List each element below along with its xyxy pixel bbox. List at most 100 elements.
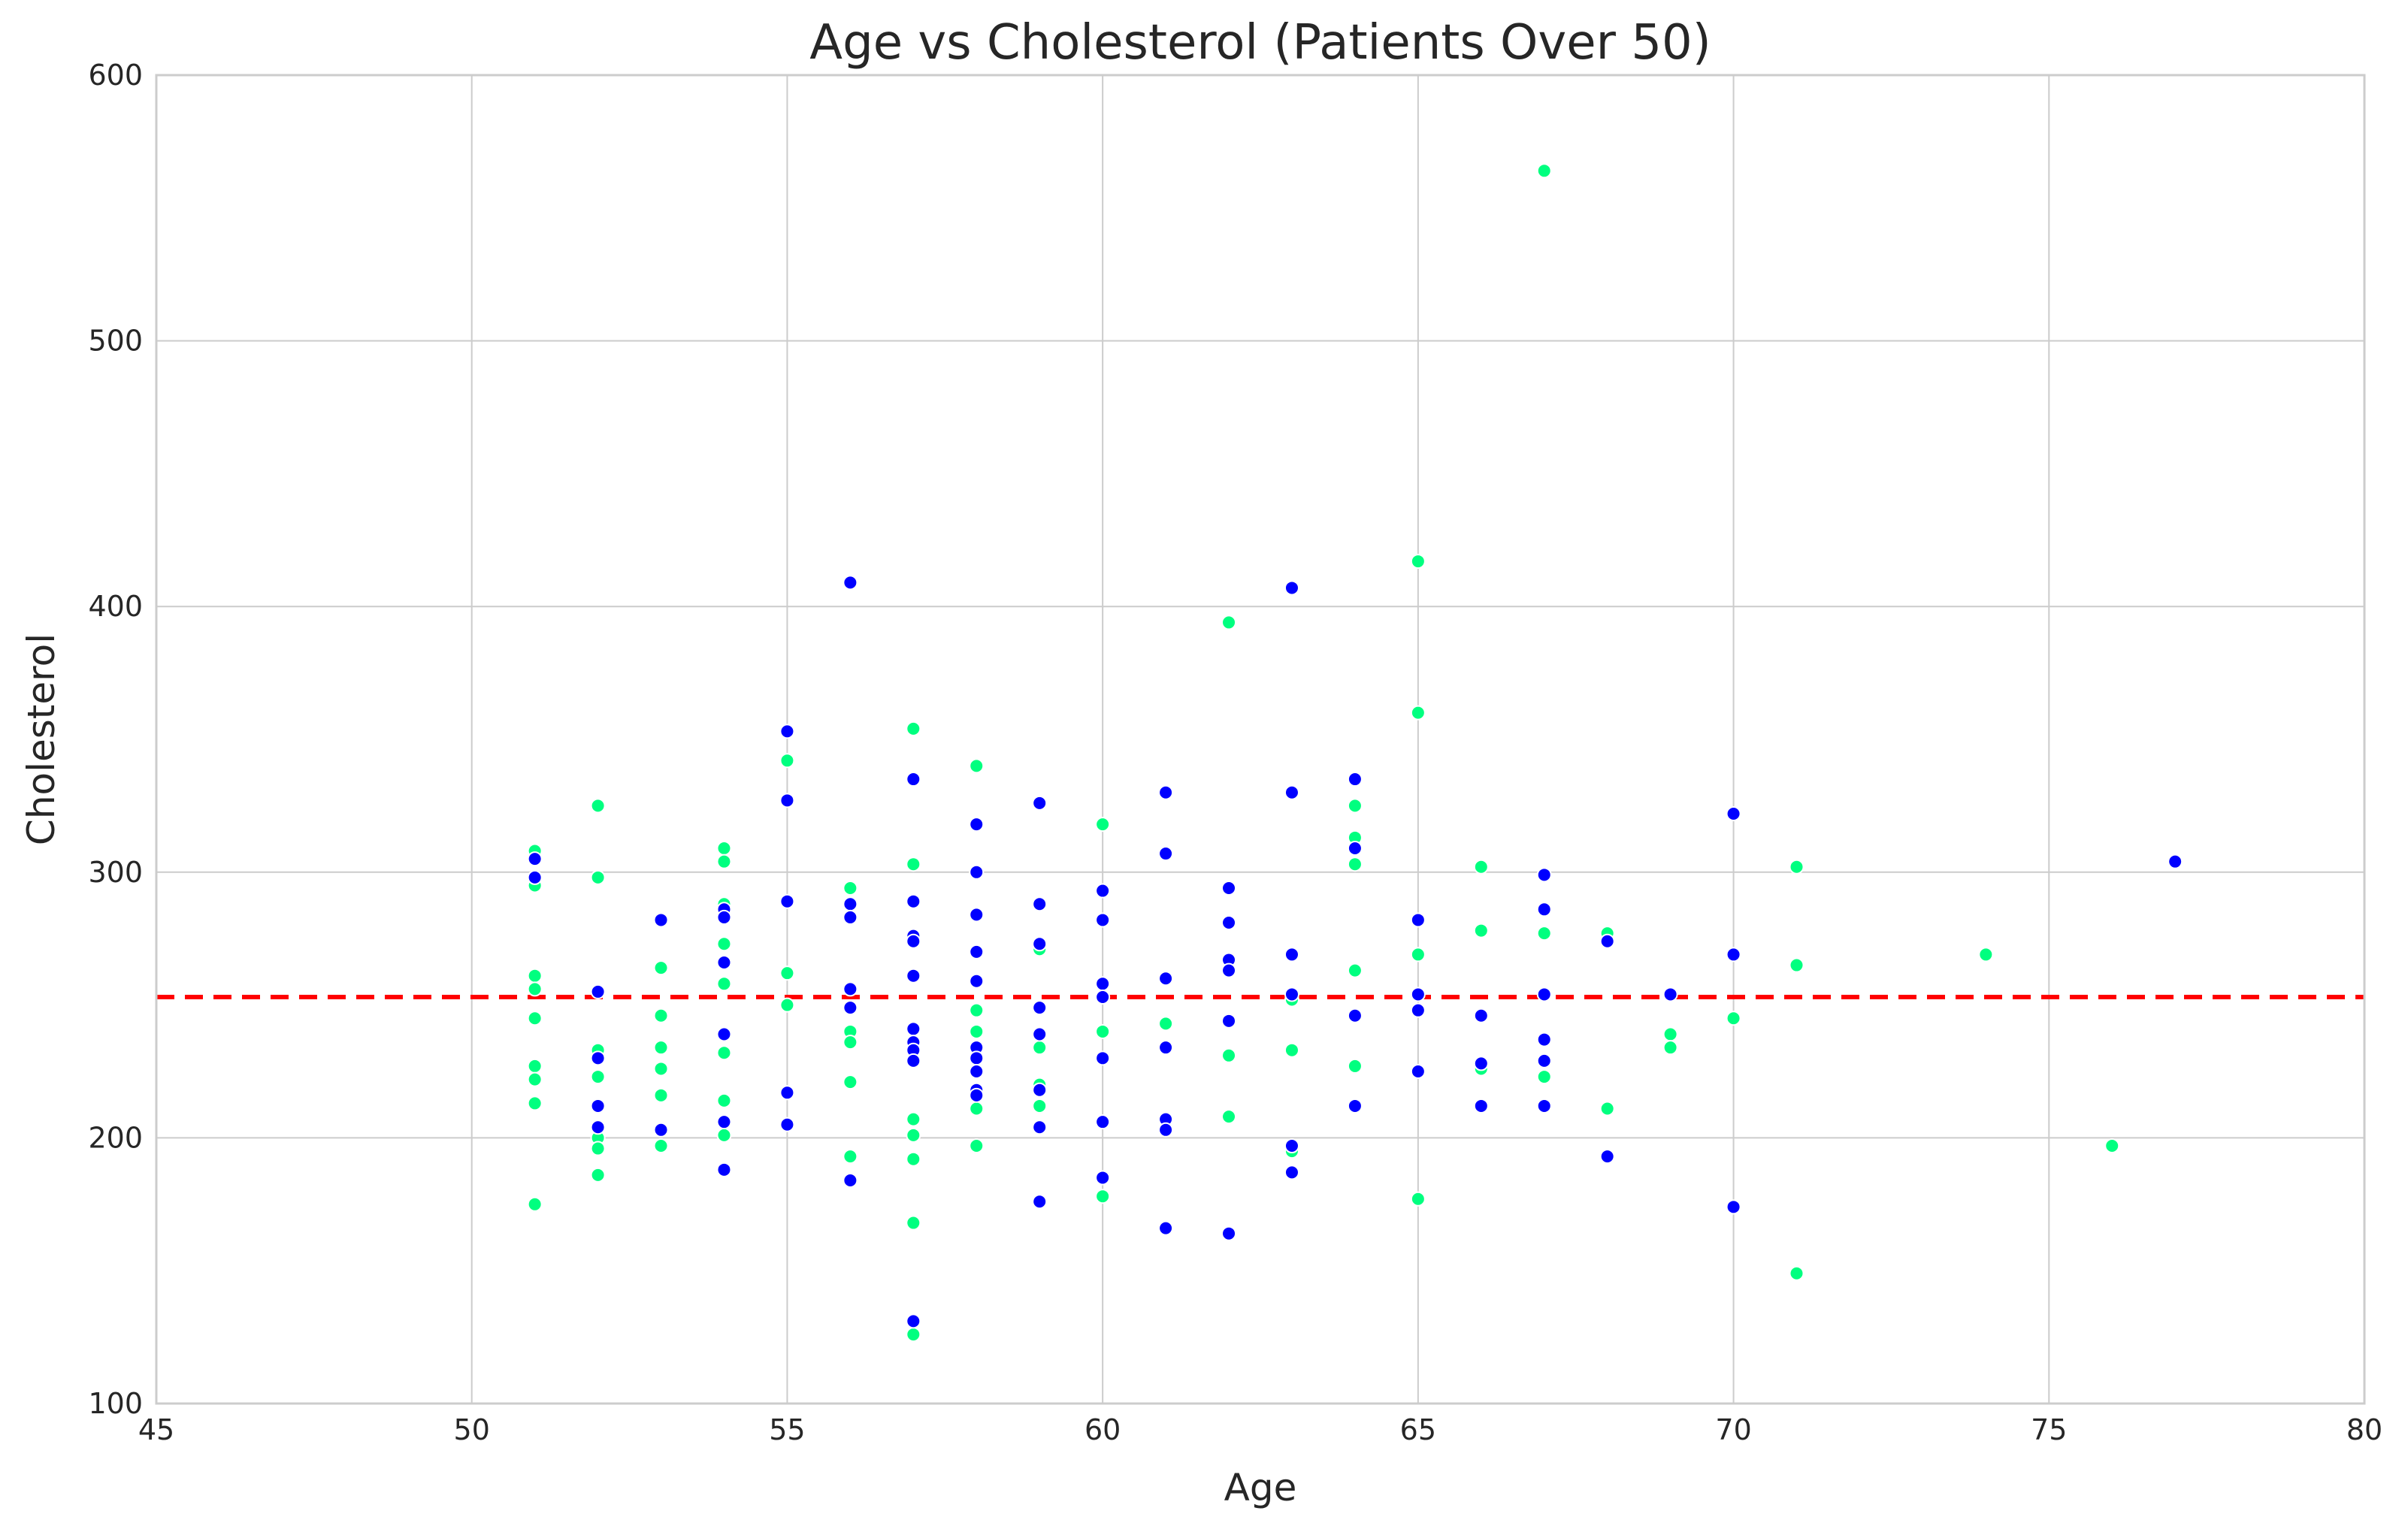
scatter-point (527, 869, 543, 885)
scatter-point (842, 1035, 858, 1050)
scatter-point (1095, 976, 1111, 992)
x-tick-label: 65 (1400, 1413, 1436, 1446)
scatter-point (969, 758, 985, 774)
scatter-point (906, 1021, 921, 1037)
scatter-point (716, 936, 732, 952)
scatter-point (1221, 615, 1237, 630)
scatter-point (969, 864, 985, 880)
scatter-point (1347, 840, 1363, 856)
scatter-point (1789, 1265, 1804, 1281)
scatter-point (716, 1045, 732, 1061)
scatter-point (1284, 987, 1299, 1002)
scatter-point (779, 753, 795, 769)
scatter-point (842, 1172, 858, 1188)
scatter-point (1032, 795, 1048, 811)
scatter-point (969, 1050, 985, 1066)
scatter-point (716, 976, 732, 992)
scatter-point (1095, 989, 1111, 1005)
scatter-point (1536, 902, 1552, 917)
scatter-point (1347, 772, 1363, 787)
scatter-point (1158, 784, 1174, 800)
scatter-point (716, 854, 732, 869)
scatter-point (1662, 1040, 1678, 1056)
scatter-point (1410, 1191, 1426, 1207)
scatter-point (906, 1313, 921, 1329)
scatter-point (906, 721, 921, 736)
scatter-point (1726, 1011, 1741, 1026)
scatter-point (842, 909, 858, 925)
x-tick-label: 75 (2031, 1413, 2067, 1446)
scatter-point (842, 575, 858, 591)
scatter-point (1347, 857, 1363, 872)
scatter-point (716, 1092, 732, 1108)
scatter-point (590, 1069, 606, 1085)
scatter-point (527, 1011, 543, 1026)
scatter-point (906, 893, 921, 909)
scatter-point (1032, 936, 1048, 952)
scatter-point (653, 1087, 669, 1103)
scatter-point (527, 1058, 543, 1074)
scatter-point (527, 1071, 543, 1087)
scatter-point (1473, 1098, 1489, 1114)
scatter-point (1726, 806, 1741, 822)
scatter-point (1158, 1016, 1174, 1032)
scatter-point (653, 1138, 669, 1154)
scatter-point (779, 1117, 795, 1132)
scatter-point (779, 893, 795, 909)
scatter-point (969, 907, 985, 923)
scatter-point (969, 973, 985, 989)
y-tick-label: 500 (88, 325, 143, 358)
x-tick-label: 60 (1085, 1413, 1121, 1446)
scatter-point (2168, 854, 2183, 869)
x-tick-label: 55 (769, 1413, 805, 1446)
scatter-point (1095, 1189, 1111, 1204)
scatter-point (1032, 1000, 1048, 1016)
scatter-point (969, 1002, 985, 1018)
scatter-point (1410, 987, 1426, 1002)
scatter-point (1158, 1122, 1174, 1138)
scatter-point (1158, 1040, 1174, 1056)
y-axis-label: Cholesterol (20, 633, 63, 845)
scatter-point (1095, 1023, 1111, 1039)
scatter-point (590, 1120, 606, 1135)
x-axis-label: Age (1224, 1466, 1297, 1509)
scatter-point (906, 1327, 921, 1343)
scatter-point (1410, 1064, 1426, 1079)
scatter-point (1410, 1002, 1426, 1018)
scatter-point (1536, 1032, 1552, 1047)
scatter-point (842, 881, 858, 896)
scatter-point (1599, 1149, 1615, 1165)
scatter-point (969, 1138, 985, 1154)
scatter-point (1095, 817, 1111, 832)
scatter-point (1473, 859, 1489, 875)
scatter-point (1347, 1098, 1363, 1114)
scatter-point (1410, 554, 1426, 570)
scatter-point (1662, 987, 1678, 1002)
scatter-point (969, 817, 985, 832)
scatter-point (1158, 971, 1174, 987)
scatter-point (1536, 163, 1552, 179)
scatter-point (716, 1114, 732, 1130)
scatter-point (716, 955, 732, 971)
scatter-point (906, 968, 921, 984)
y-tick-label: 100 (88, 1387, 143, 1420)
x-tick-label: 45 (138, 1413, 174, 1446)
scatter-point (1410, 947, 1426, 962)
scatter-point (842, 1000, 858, 1016)
scatter-point (906, 772, 921, 787)
scatter-point (1158, 846, 1174, 862)
scatter-point (1032, 896, 1048, 912)
scatter-point (1095, 1050, 1111, 1066)
scatter-point (1284, 947, 1299, 962)
scatter-point (779, 724, 795, 739)
scatter-point (1726, 1199, 1741, 1215)
scatter-point (1473, 923, 1489, 938)
scatter-point (842, 896, 858, 912)
scatter-point (969, 1064, 985, 1079)
scatter-point (1032, 1120, 1048, 1135)
scatter-point (653, 1061, 669, 1077)
scatter-point (590, 798, 606, 814)
tick-labels: 45 50 55 60 65 70 75 80 100 200 300 400 500 600 (88, 59, 2382, 1446)
scatter-point (842, 981, 858, 997)
scatter-point (527, 851, 543, 867)
